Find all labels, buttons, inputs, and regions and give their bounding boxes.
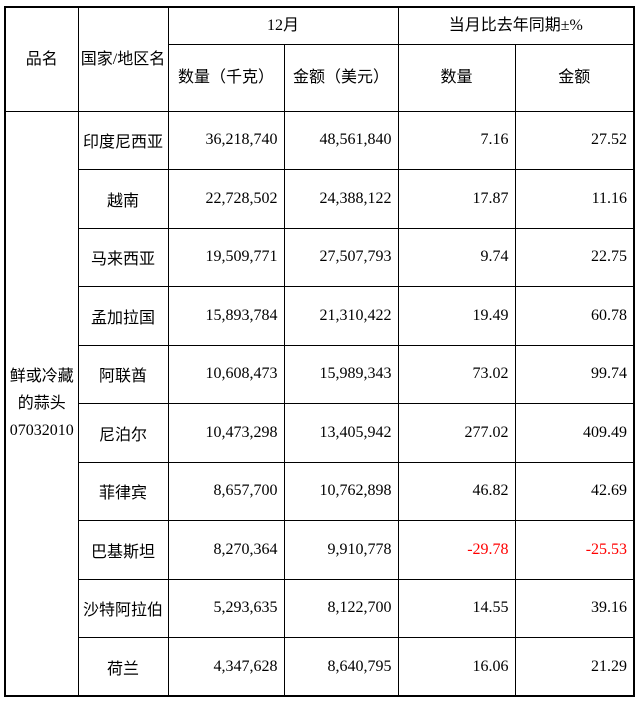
table-row: 沙特阿拉伯 5,293,635 8,122,700 14.55 39.16 <box>5 578 635 638</box>
amount-usd-cell: 13,405,942 <box>283 403 399 463</box>
amount-yoy-cell: 42.69 <box>514 461 635 521</box>
quantity-kg-cell: 8,270,364 <box>167 520 285 580</box>
amount-yoy-cell: 21.29 <box>514 637 635 697</box>
table-row: 尼泊尔 10,473,298 13,405,942 277.02 409.49 <box>5 403 635 463</box>
amount-yoy-cell: 11.16 <box>514 169 635 229</box>
quantity-kg-cell: 19,509,771 <box>167 227 285 287</box>
quantity-kg-cell: 8,657,700 <box>167 461 285 521</box>
amount-yoy-cell: 409.49 <box>514 403 635 463</box>
country-cell: 阿联酋 <box>77 344 169 404</box>
product-name-cell: 鲜或冷藏的蒜头 07032010 <box>4 110 79 697</box>
product-code: 07032010 <box>9 421 74 439</box>
header-yoy-group: 当月比去年同期±% <box>397 6 635 45</box>
amount-usd-cell: 8,122,700 <box>283 578 399 638</box>
quantity-yoy-cell: -29.78 <box>397 520 516 580</box>
header-december-group: 12月 <box>167 6 399 45</box>
header-amount-yoy: 金额 <box>514 43 635 112</box>
header-amount-usd: 金额（美元） <box>283 43 399 112</box>
table-row: 马来西亚 19,509,771 27,507,793 9.74 22.75 <box>5 227 635 287</box>
quantity-yoy-cell: 17.87 <box>397 169 516 229</box>
product-name: 鲜或冷藏的蒜头 <box>9 367 74 412</box>
table-header: 品名 国家/地区名 12月 当月比去年同期±% 数量（千克） 金额（美元） 数量… <box>4 6 635 112</box>
quantity-yoy-cell: 19.49 <box>397 286 516 346</box>
quantity-kg-cell: 22,728,502 <box>167 169 285 229</box>
table-row: 菲律宾 8,657,700 10,762,898 46.82 42.69 <box>5 461 635 521</box>
header-row-groups: 品名 国家/地区名 12月 当月比去年同期±% <box>4 6 635 112</box>
header-quantity-yoy: 数量 <box>397 43 516 112</box>
country-cell: 马来西亚 <box>77 227 169 287</box>
header-product-name: 品名 <box>4 6 79 112</box>
country-cell: 沙特阿拉伯 <box>77 578 169 638</box>
table-row: 巴基斯坦 8,270,364 9,910,778 -29.78 -25.53 <box>5 520 635 580</box>
table-row: 荷兰 4,347,628 8,640,795 16.06 21.29 <box>5 637 635 697</box>
quantity-yoy-cell: 46.82 <box>397 461 516 521</box>
amount-usd-cell: 10,762,898 <box>283 461 399 521</box>
quantity-kg-cell: 15,893,784 <box>167 286 285 346</box>
amount-yoy-cell: 27.52 <box>514 110 635 170</box>
trade-statistics-table: 品名 国家/地区名 12月 当月比去年同期±% 数量（千克） 金额（美元） 数量… <box>4 6 636 697</box>
country-cell: 越南 <box>77 169 169 229</box>
quantity-yoy-cell: 16.06 <box>397 637 516 697</box>
country-cell: 荷兰 <box>77 637 169 697</box>
quantity-yoy-cell: 14.55 <box>397 578 516 638</box>
quantity-kg-cell: 10,473,298 <box>167 403 285 463</box>
table-row: 鲜或冷藏的蒜头 07032010 印度尼西亚 36,218,740 48,561,840… <box>4 110 635 697</box>
quantity-yoy-cell: 73.02 <box>397 344 516 404</box>
amount-usd-cell: 21,310,422 <box>283 286 399 346</box>
amount-yoy-cell: 39.16 <box>514 578 635 638</box>
country-cell: 巴基斯坦 <box>77 520 169 580</box>
header-country-region: 国家/地区名 <box>77 6 169 112</box>
quantity-kg-cell: 4,347,628 <box>167 637 285 697</box>
country-cell: 菲律宾 <box>77 461 169 521</box>
country-cell: 孟加拉国 <box>77 286 169 346</box>
quantity-kg-cell: 5,293,635 <box>167 578 285 638</box>
amount-yoy-cell: 22.75 <box>514 227 635 287</box>
header-row-subcolumns: 数量（千克） 金额（美元） 数量 金额 <box>5 43 635 112</box>
amount-usd-cell: 8,640,795 <box>283 637 399 697</box>
table-row: 孟加拉国 15,893,784 21,310,422 19.49 60.78 <box>5 286 635 346</box>
table-row: 越南 22,728,502 24,388,122 17.87 11.16 <box>5 169 635 229</box>
table-body: 鲜或冷藏的蒜头 07032010 印度尼西亚 36,218,740 48,561,840… <box>4 110 635 697</box>
quantity-yoy-cell: 9.74 <box>397 227 516 287</box>
quantity-kg-cell: 36,218,740 <box>167 110 285 170</box>
quantity-yoy-cell: 277.02 <box>397 403 516 463</box>
table-row: 阿联酋 10,608,473 15,989,343 73.02 99.74 <box>5 344 635 404</box>
header-quantity-kg: 数量（千克） <box>167 43 285 112</box>
amount-usd-cell: 27,507,793 <box>283 227 399 287</box>
amount-usd-cell: 24,388,122 <box>283 169 399 229</box>
country-cell: 印度尼西亚 <box>77 110 169 170</box>
amount-usd-cell: 48,561,840 <box>283 110 399 170</box>
amount-usd-cell: 15,989,343 <box>283 344 399 404</box>
country-cell: 尼泊尔 <box>77 403 169 463</box>
amount-yoy-cell: 99.74 <box>514 344 635 404</box>
amount-usd-cell: 9,910,778 <box>283 520 399 580</box>
quantity-yoy-cell: 7.16 <box>397 110 516 170</box>
amount-yoy-cell: -25.53 <box>514 520 635 580</box>
quantity-kg-cell: 10,608,473 <box>167 344 285 404</box>
amount-yoy-cell: 60.78 <box>514 286 635 346</box>
